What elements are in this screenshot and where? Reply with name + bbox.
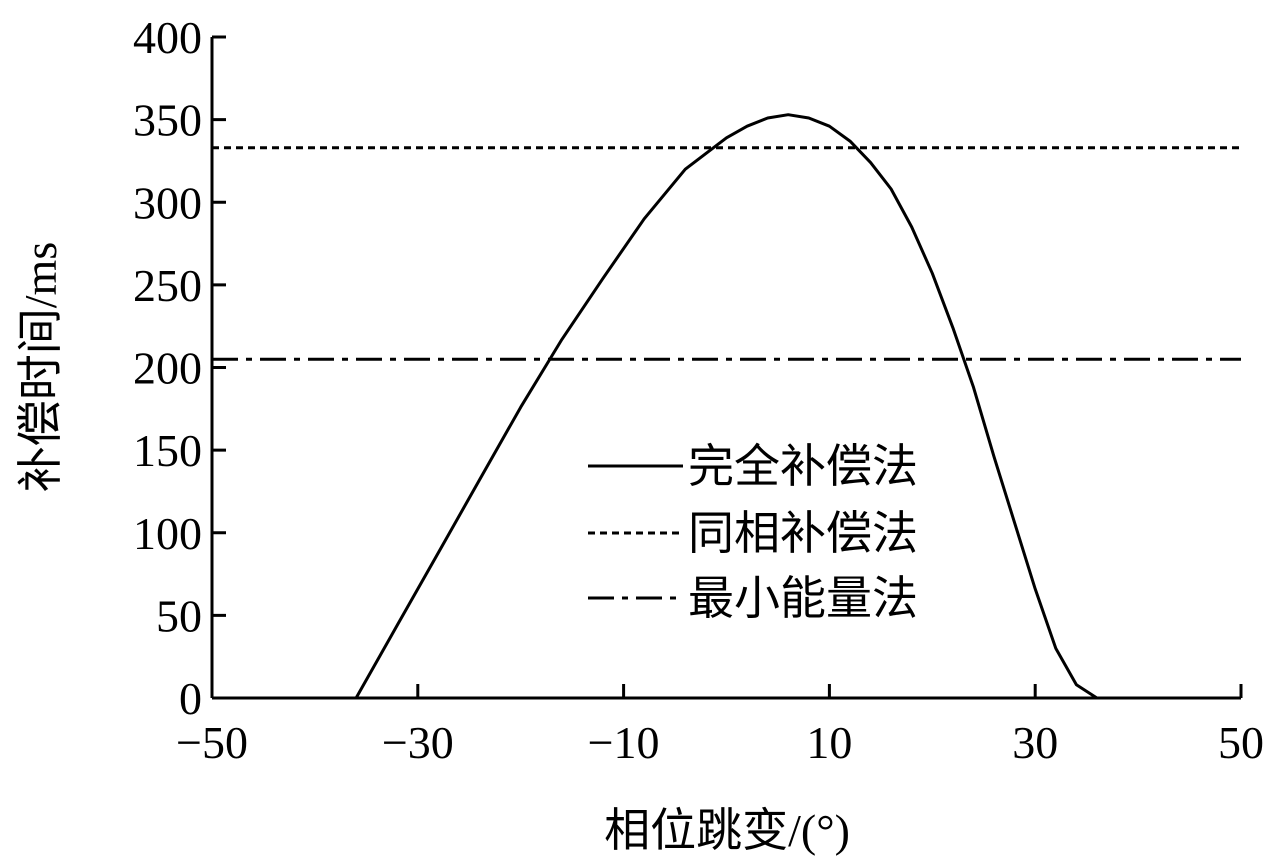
y-tick-label: 350 — [133, 95, 202, 146]
y-tick-label: 100 — [133, 508, 202, 559]
y-tick-label: 50 — [156, 590, 202, 641]
y-tick-label: 250 — [133, 260, 202, 311]
legend-label: 同相补偿法 — [688, 508, 918, 559]
series-group — [212, 113, 1241, 700]
x-tick-label: −50 — [176, 717, 248, 768]
x-tick-label: 30 — [1012, 717, 1058, 768]
x-ticks: −50 −30 −10 10 30 50 — [176, 684, 1264, 768]
x-tick-label: 50 — [1218, 717, 1264, 768]
x-tick-label: −30 — [382, 717, 454, 768]
x-tick-label: 10 — [806, 717, 852, 768]
y-tick-label: 400 — [133, 12, 202, 63]
legend-label: 完全补偿法 — [688, 441, 918, 492]
y-tick-label: 300 — [133, 177, 202, 228]
legend-label: 最小能量法 — [688, 573, 918, 624]
x-tick-label: −10 — [588, 717, 660, 768]
y-ticks: 0 50 100 150 200 250 300 350 400 — [133, 12, 226, 724]
y-tick-label: 150 — [133, 425, 202, 476]
y-tick-label: 0 — [179, 673, 202, 724]
y-tick-label: 200 — [133, 343, 202, 394]
series-line-1 — [354, 113, 1098, 700]
y-axis-label: 补偿时间/ms — [15, 242, 66, 492]
x-axis-label: 相位跳变/(°) — [604, 805, 850, 856]
